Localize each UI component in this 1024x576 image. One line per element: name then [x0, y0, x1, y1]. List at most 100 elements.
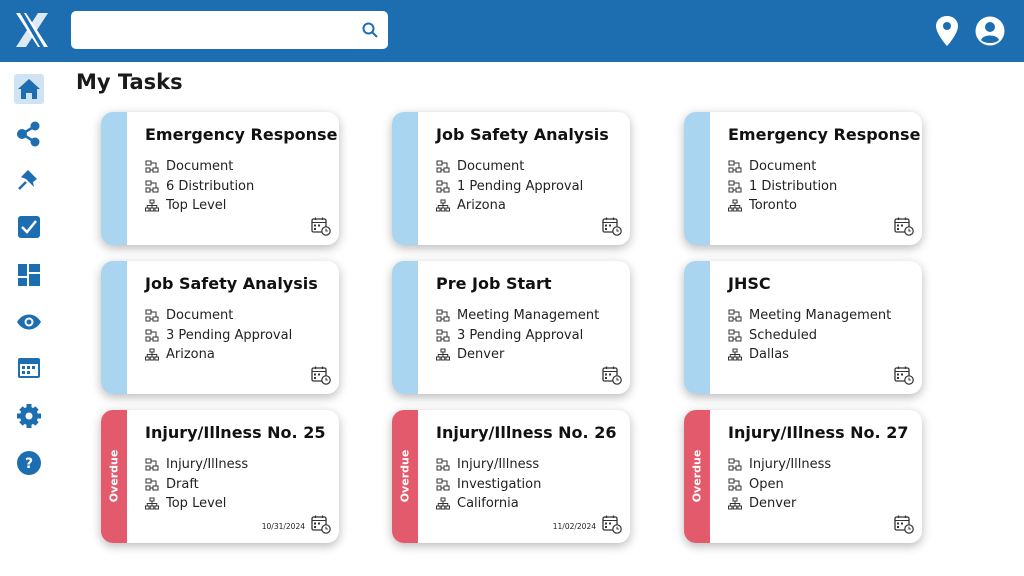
status-stripe: Overdue [101, 410, 127, 543]
status-stripe: Overdue [392, 410, 418, 543]
card-detail: Document [436, 159, 524, 174]
home-icon[interactable] [18, 79, 40, 99]
task-card[interactable]: Overdue Injury/Illness No. 27 Injury/Illne… [684, 410, 922, 543]
detail-text: Draft [166, 476, 199, 492]
workflow-icon [145, 458, 159, 471]
card-detail: Toronto [728, 198, 797, 213]
workflow-icon [145, 309, 159, 322]
detail-text: Document [749, 159, 817, 174]
workflow-icon [436, 478, 450, 490]
workflow-icon [145, 329, 159, 341]
detail-text: 6 Distribution [166, 178, 255, 194]
status-label: Overdue [398, 449, 412, 503]
detail-text: Scheduled [749, 327, 817, 343]
profile-icon[interactable] [975, 16, 1005, 46]
status-stripe [684, 261, 710, 394]
card-title: Injury/Illness No. 26 [436, 423, 617, 442]
card-detail: Open [728, 477, 784, 492]
svg-text:?: ? [25, 456, 33, 472]
detail-text: Denver [457, 347, 505, 362]
location-icon[interactable] [935, 15, 959, 47]
search-box[interactable] [71, 11, 388, 49]
detail-text: 1 Distribution [749, 178, 838, 194]
sidebar: ? [14, 74, 44, 475]
card-detail: Injury/Illness [728, 457, 831, 472]
schedule-icon[interactable] [311, 515, 331, 534]
workflow-icon [436, 160, 450, 173]
view-icon[interactable] [17, 314, 41, 330]
status-label: Overdue [690, 449, 704, 503]
workflow-icon [728, 478, 742, 490]
card-title: Job Safety Analysis [436, 125, 609, 144]
detail-text: Meeting Management [457, 308, 600, 323]
schedule-icon[interactable] [894, 366, 914, 385]
workflow-icon [145, 478, 159, 490]
card-title: Job Safety Analysis [145, 274, 318, 293]
task-card[interactable]: Job Safety Analysis Document 1 Pending App… [392, 112, 630, 245]
card-title: JHSC [728, 274, 771, 293]
workflow-icon [436, 329, 450, 341]
schedule-icon[interactable] [894, 515, 914, 534]
schedule-icon[interactable] [894, 217, 914, 236]
task-card[interactable]: Overdue Injury/Illness No. 25 Injury/Illne… [101, 410, 339, 543]
card-detail: Dallas [728, 347, 789, 362]
schedule-icon[interactable] [602, 515, 622, 534]
detail-text: Dallas [749, 347, 789, 362]
workflow-icon [145, 180, 159, 192]
workflow-icon [728, 309, 742, 322]
card-detail: Injury/Illness [436, 457, 539, 472]
task-card[interactable]: Emergency Response Document 6 Distribution… [101, 112, 339, 245]
status-stripe [684, 112, 710, 245]
task-card[interactable]: Pre Job Start Meeting Management 3 Pending… [392, 261, 630, 394]
detail-text: Arizona [457, 198, 506, 213]
schedule-icon[interactable] [311, 366, 331, 385]
due-date: 11/02/2024 [552, 522, 596, 531]
dashboard-icon[interactable] [18, 264, 40, 286]
status-stripe [392, 261, 418, 394]
detail-text: Arizona [166, 347, 215, 362]
tasks-icon[interactable] [18, 216, 40, 238]
card-detail: Arizona [436, 198, 506, 213]
schedule-icon[interactable] [602, 217, 622, 236]
card-detail: Denver [728, 496, 796, 511]
detail-text: 1 Pending Approval [457, 178, 584, 194]
detail-text: Top Level [166, 496, 227, 511]
card-detail: 3 Pending Approval [145, 328, 292, 343]
card-title: Pre Job Start [436, 274, 552, 293]
hierarchy-icon [728, 497, 742, 510]
card-detail: Document [145, 308, 233, 323]
card-detail: California [436, 496, 519, 511]
schedule-icon[interactable] [602, 366, 622, 385]
detail-text: Top Level [166, 198, 227, 213]
card-detail: Arizona [145, 347, 215, 362]
detail-text: Document [166, 159, 234, 174]
card-detail: Injury/Illness [145, 457, 248, 472]
schedule-icon[interactable] [311, 217, 331, 236]
detail-text: 3 Pending Approval [457, 327, 584, 343]
top-bar [0, 0, 1024, 62]
search-icon[interactable] [362, 22, 378, 38]
card-detail: Document [145, 159, 233, 174]
workflow-icon [145, 160, 159, 173]
pin-icon[interactable] [18, 170, 37, 190]
detail-text: Document [166, 308, 234, 323]
card-detail: 1 Distribution [728, 179, 837, 194]
share-icon[interactable] [17, 121, 40, 147]
detail-text: Denver [749, 496, 797, 511]
card-detail: 6 Distribution [145, 179, 254, 194]
settings-icon[interactable] [17, 404, 41, 428]
workflow-icon [436, 309, 450, 322]
logo[interactable] [14, 11, 50, 49]
task-card[interactable]: JHSC Meeting Management Scheduled Dallas [684, 261, 922, 394]
hierarchy-icon [728, 199, 742, 212]
workflow-icon [728, 458, 742, 471]
task-card[interactable]: Overdue Injury/Illness No. 26 Injury/Illne… [392, 410, 630, 543]
detail-text: Toronto [749, 198, 797, 213]
task-card[interactable]: Emergency Response Document 1 Distribution… [684, 112, 922, 245]
workflow-icon [728, 160, 742, 173]
help-icon[interactable]: ? [17, 451, 41, 475]
calendar-icon[interactable] [18, 358, 40, 378]
card-detail: Document [728, 159, 816, 174]
task-card[interactable]: Job Safety Analysis Document 3 Pending App… [101, 261, 339, 394]
